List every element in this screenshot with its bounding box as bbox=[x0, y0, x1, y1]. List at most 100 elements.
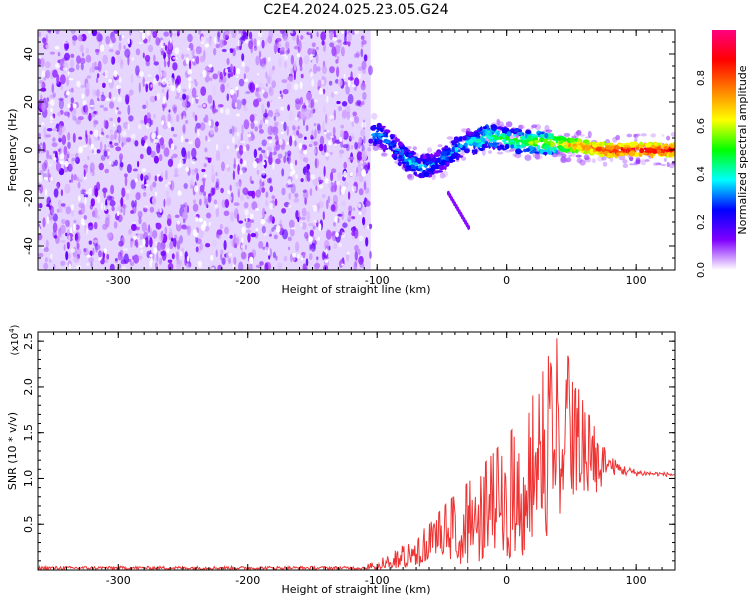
noise-speck bbox=[166, 48, 173, 55]
ridge-halo bbox=[426, 147, 433, 153]
noise-speck bbox=[43, 126, 47, 138]
noise-speck bbox=[261, 103, 265, 114]
noise-speck bbox=[171, 126, 175, 132]
noise-speck bbox=[329, 66, 335, 74]
noise-speck bbox=[241, 53, 245, 62]
noise-speck bbox=[172, 62, 178, 71]
noise-speck bbox=[153, 61, 159, 66]
noise-speck bbox=[304, 231, 309, 239]
colorbar-tick-label: 0.6 bbox=[696, 118, 707, 134]
noise-gap bbox=[185, 57, 189, 64]
noise-gap bbox=[269, 202, 274, 210]
noise-speck bbox=[57, 183, 60, 190]
ridge-cell bbox=[623, 144, 630, 148]
noise-speck bbox=[65, 251, 69, 261]
noise-speck bbox=[261, 139, 267, 147]
noise-gap bbox=[70, 204, 74, 211]
noise-speck bbox=[284, 60, 288, 69]
ridge-cell bbox=[376, 139, 383, 145]
noise-speck bbox=[63, 244, 66, 251]
noise-gap bbox=[210, 254, 214, 261]
noise-speck bbox=[235, 181, 239, 187]
noise-speck bbox=[217, 264, 223, 270]
noise-speck bbox=[253, 148, 258, 159]
ridge-cell bbox=[408, 153, 412, 157]
noise-speck bbox=[298, 56, 303, 67]
noise-speck bbox=[300, 178, 304, 183]
noise-speck bbox=[363, 135, 366, 144]
noise-speck bbox=[327, 195, 331, 203]
noise-speck bbox=[328, 245, 331, 251]
noise-speck bbox=[298, 216, 302, 220]
noise-speck bbox=[213, 48, 217, 56]
noise-speck bbox=[85, 86, 90, 97]
noise-speck bbox=[273, 42, 278, 53]
ridge-cell bbox=[524, 133, 528, 139]
noise-speck bbox=[331, 46, 337, 57]
noise-speck bbox=[256, 169, 260, 175]
noise-gap bbox=[241, 237, 244, 243]
noise-speck bbox=[241, 251, 247, 259]
noise-gap bbox=[156, 135, 162, 139]
noise-speck bbox=[141, 221, 147, 233]
noise-speck bbox=[118, 240, 124, 247]
noise-speck bbox=[130, 210, 135, 214]
noise-speck bbox=[105, 134, 109, 139]
noise-gap bbox=[114, 108, 118, 114]
noise-speck bbox=[271, 195, 276, 200]
noise-speck bbox=[279, 219, 283, 227]
noise-speck bbox=[247, 190, 254, 197]
noise-speck bbox=[166, 218, 172, 227]
ridge-cell bbox=[406, 149, 410, 152]
noise-speck bbox=[75, 156, 80, 164]
noise-speck bbox=[265, 83, 268, 87]
noise-speck bbox=[314, 158, 320, 169]
noise-speck bbox=[262, 207, 266, 219]
noise-speck bbox=[115, 129, 119, 133]
noise-speck bbox=[354, 115, 360, 124]
noise-speck bbox=[49, 205, 55, 216]
noise-speck bbox=[146, 112, 151, 121]
ridge-cell bbox=[510, 144, 514, 149]
noise-speck bbox=[365, 237, 369, 247]
noise-speck bbox=[65, 77, 70, 87]
noise-speck bbox=[110, 184, 115, 195]
noise-gap bbox=[64, 160, 69, 168]
noise-speck bbox=[108, 48, 114, 53]
noise-speck bbox=[58, 124, 63, 136]
ridge-cell bbox=[492, 142, 497, 147]
noise-speck bbox=[318, 200, 324, 209]
noise-speck bbox=[266, 101, 270, 108]
ridge-halo bbox=[518, 124, 524, 130]
ridge-halo bbox=[622, 163, 629, 169]
noise-speck bbox=[181, 100, 188, 108]
noise-gap bbox=[188, 141, 194, 144]
noise-speck bbox=[187, 225, 192, 234]
noise-speck bbox=[309, 244, 312, 251]
noise-speck bbox=[67, 163, 73, 172]
figure-title: C2E4.2024.025.23.05.G24 bbox=[263, 2, 448, 18]
ridge-halo bbox=[368, 144, 374, 147]
ridge-cell bbox=[501, 129, 505, 134]
noise-speck bbox=[195, 55, 200, 65]
noise-speck bbox=[85, 47, 90, 54]
noise-speck bbox=[302, 252, 306, 259]
noise-speck bbox=[131, 200, 135, 208]
noise-gap bbox=[38, 174, 43, 183]
noise-speck bbox=[85, 54, 92, 63]
ridge-cell bbox=[544, 144, 549, 151]
noise-speck bbox=[366, 162, 370, 170]
x-tick-label: -100 bbox=[365, 574, 390, 587]
noise-speck bbox=[275, 158, 281, 165]
noise-gap bbox=[88, 30, 92, 34]
ridge-cell bbox=[454, 143, 458, 149]
noise-speck bbox=[70, 209, 74, 217]
noise-speck bbox=[138, 216, 142, 225]
noise-gap bbox=[284, 53, 289, 61]
noise-speck bbox=[89, 67, 92, 74]
ridge-halo bbox=[663, 157, 667, 162]
noise-speck bbox=[217, 30, 221, 38]
noise-gap bbox=[150, 257, 153, 264]
noise-speck bbox=[176, 75, 182, 85]
ridge-cell bbox=[501, 133, 505, 138]
